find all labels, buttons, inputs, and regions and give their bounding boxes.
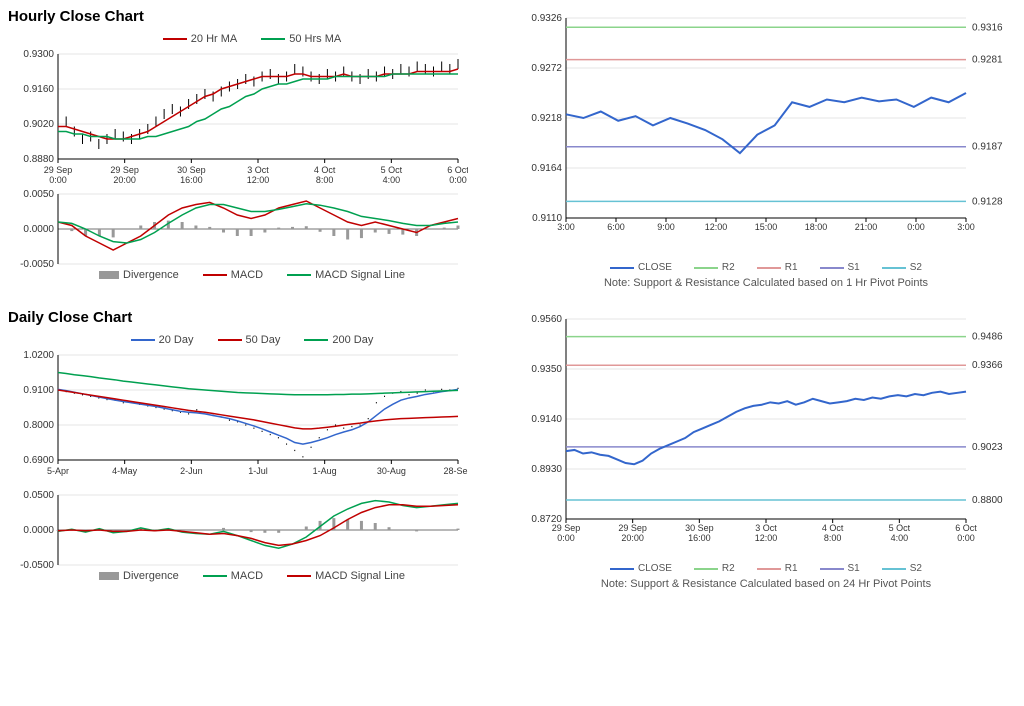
svg-text:29 Sep: 29 Sep xyxy=(110,165,139,175)
svg-text:20:00: 20:00 xyxy=(113,175,136,185)
svg-text:0.9560: 0.9560 xyxy=(531,314,562,325)
svg-text:20:00: 20:00 xyxy=(621,533,644,543)
svg-text:29 Sep: 29 Sep xyxy=(44,165,73,175)
svg-text:0:00: 0:00 xyxy=(49,175,67,185)
daily-sr-legend: CLOSER2R1S1S2 xyxy=(516,563,1016,574)
svg-text:0.9272: 0.9272 xyxy=(531,63,562,74)
svg-text:0.9164: 0.9164 xyxy=(531,163,562,174)
svg-text:0.0050: 0.0050 xyxy=(23,189,54,200)
hourly-main-chart: 0.88800.90200.91600.930029 Sep0:0029 Sep… xyxy=(8,49,468,189)
svg-text:8:00: 8:00 xyxy=(316,175,334,185)
svg-text:16:00: 16:00 xyxy=(688,533,711,543)
svg-text:0.9281: 0.9281 xyxy=(972,55,1003,66)
svg-text:12:00: 12:00 xyxy=(247,175,270,185)
svg-text:15:00: 15:00 xyxy=(755,222,778,232)
svg-text:0:00: 0:00 xyxy=(449,175,467,185)
svg-text:4:00: 4:00 xyxy=(891,533,909,543)
daily-main-legend: 20 Day50 Day200 Day xyxy=(8,334,496,346)
svg-text:30 Sep: 30 Sep xyxy=(177,165,206,175)
svg-text:21:00: 21:00 xyxy=(855,222,878,232)
svg-text:-0.0050: -0.0050 xyxy=(20,259,54,269)
svg-text:5 Oct: 5 Oct xyxy=(889,523,911,533)
svg-text:0.9128: 0.9128 xyxy=(972,196,1003,207)
daily-sr-note: Note: Support & Resistance Calculated ba… xyxy=(516,578,1016,590)
svg-text:0.9187: 0.9187 xyxy=(972,142,1003,153)
svg-text:0.9100: 0.9100 xyxy=(23,385,54,396)
svg-text:0.9020: 0.9020 xyxy=(23,119,54,130)
svg-text:1-Aug: 1-Aug xyxy=(313,466,337,476)
svg-text:0.9366: 0.9366 xyxy=(972,360,1003,371)
svg-text:0.9326: 0.9326 xyxy=(531,13,562,24)
svg-text:29 Sep: 29 Sep xyxy=(618,523,647,533)
svg-text:6:00: 6:00 xyxy=(607,222,625,232)
svg-text:0:00: 0:00 xyxy=(907,222,925,232)
svg-text:0:00: 0:00 xyxy=(957,533,975,543)
hourly-sr-note: Note: Support & Resistance Calculated ba… xyxy=(516,277,1016,289)
hourly-sr-legend: CLOSER2R1S1S2 xyxy=(516,262,1016,273)
svg-text:0.9486: 0.9486 xyxy=(972,332,1003,343)
hourly-sr-chart: 0.91100.91640.92180.92720.93263:006:009:… xyxy=(516,8,1016,258)
svg-text:-0.0500: -0.0500 xyxy=(20,560,54,570)
svg-text:1-Jul: 1-Jul xyxy=(248,466,268,476)
svg-text:0.6900: 0.6900 xyxy=(23,455,54,466)
svg-text:0.9160: 0.9160 xyxy=(23,84,54,95)
svg-text:6 Oct: 6 Oct xyxy=(955,523,977,533)
svg-text:9:00: 9:00 xyxy=(657,222,675,232)
svg-text:4 Oct: 4 Oct xyxy=(822,523,844,533)
svg-text:0.8930: 0.8930 xyxy=(531,464,562,475)
svg-text:0.9023: 0.9023 xyxy=(972,442,1003,453)
svg-text:28-Sep: 28-Sep xyxy=(443,466,468,476)
daily-sr-chart: 0.87200.89300.91400.93500.956029 Sep0:00… xyxy=(516,309,1016,559)
daily-macd-legend: DivergenceMACDMACD Signal Line xyxy=(8,570,496,582)
svg-text:2-Jun: 2-Jun xyxy=(180,466,203,476)
svg-text:3 Oct: 3 Oct xyxy=(755,523,777,533)
svg-text:0.9350: 0.9350 xyxy=(531,364,562,375)
svg-text:8:00: 8:00 xyxy=(824,533,842,543)
svg-text:0:00: 0:00 xyxy=(557,533,575,543)
svg-text:3 Oct: 3 Oct xyxy=(247,165,269,175)
svg-text:1.0200: 1.0200 xyxy=(23,350,54,361)
svg-text:0.9300: 0.9300 xyxy=(23,49,54,60)
svg-text:0.8800: 0.8800 xyxy=(972,495,1003,506)
svg-text:4 Oct: 4 Oct xyxy=(314,165,336,175)
svg-text:0.8000: 0.8000 xyxy=(23,420,54,431)
svg-text:3:00: 3:00 xyxy=(557,222,575,232)
svg-text:18:00: 18:00 xyxy=(805,222,828,232)
svg-text:30-Aug: 30-Aug xyxy=(377,466,406,476)
svg-text:0.9218: 0.9218 xyxy=(531,113,562,124)
svg-text:0.8880: 0.8880 xyxy=(23,154,54,165)
svg-text:0.0500: 0.0500 xyxy=(23,490,54,501)
svg-text:0.9316: 0.9316 xyxy=(972,22,1003,33)
svg-text:0.9140: 0.9140 xyxy=(531,414,562,425)
svg-text:0.0000: 0.0000 xyxy=(23,525,54,536)
hourly-macd-legend: DivergenceMACDMACD Signal Line xyxy=(8,269,496,281)
svg-text:0.0000: 0.0000 xyxy=(23,224,54,235)
svg-text:16:00: 16:00 xyxy=(180,175,203,185)
svg-text:6 Oct: 6 Oct xyxy=(447,165,468,175)
svg-text:4-May: 4-May xyxy=(112,466,138,476)
daily-macd-chart: -0.0500 0.0000 0.0500 xyxy=(8,490,468,570)
daily-title: Daily Close Chart xyxy=(8,309,496,326)
svg-text:5 Oct: 5 Oct xyxy=(381,165,403,175)
svg-text:5-Apr: 5-Apr xyxy=(47,466,69,476)
svg-text:29 Sep: 29 Sep xyxy=(552,523,581,533)
svg-text:30 Sep: 30 Sep xyxy=(685,523,714,533)
svg-text:12:00: 12:00 xyxy=(755,533,778,543)
daily-main-chart: 0.6900 0.8000 0.9100 1.0200 5-Apr 4-May 2-Jun 1… xyxy=(8,350,468,490)
hourly-macd-chart: -0.0050 0.0000 0.0050 xyxy=(8,189,468,269)
svg-text:3:00: 3:00 xyxy=(957,222,975,232)
hourly-title: Hourly Close Chart xyxy=(8,8,496,25)
hourly-main-legend: 20 Hr MA50 Hrs MA xyxy=(8,33,496,45)
svg-text:12:00: 12:00 xyxy=(705,222,728,232)
svg-text:4:00: 4:00 xyxy=(383,175,401,185)
